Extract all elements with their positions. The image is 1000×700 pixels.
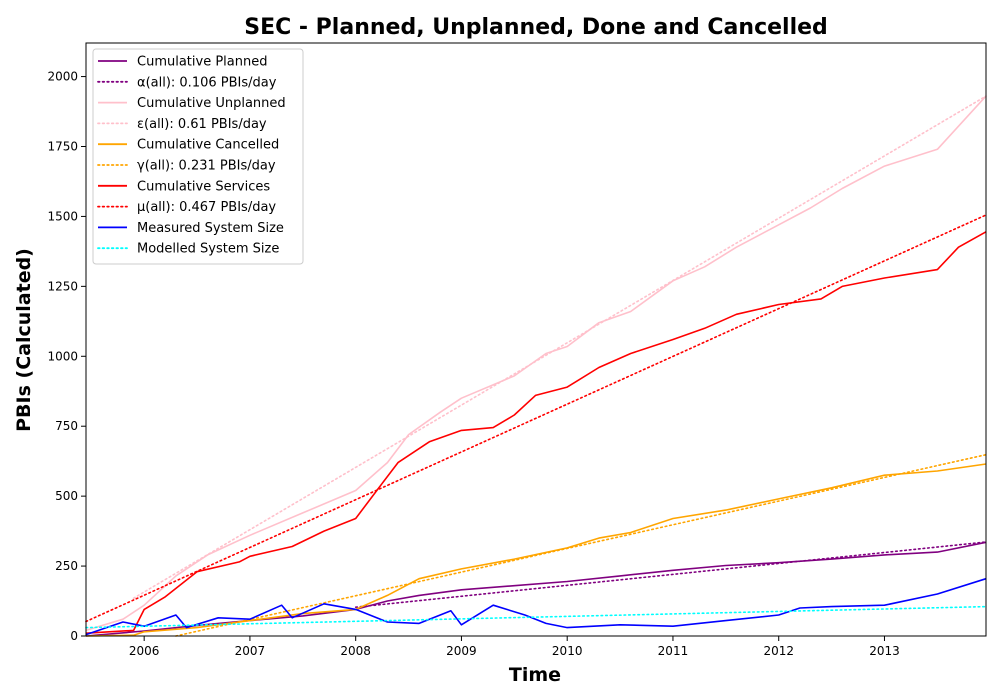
x-tick-label-2010: 2010	[552, 644, 583, 658]
legend-label-5: Cumulative Cancelled	[137, 138, 279, 153]
x-tick-label-2011: 2011	[658, 644, 689, 658]
y-tick-label-1250: 1250	[47, 279, 78, 293]
legend: Cumulative Planned α(all): 0.106 PBIs/day…	[92, 48, 304, 265]
y-axis-ticks: 0 250 500 750 1000 1250 1500 1750 2000	[47, 70, 86, 643]
legend-label-8: μ(all): 0.467 PBIs/day	[137, 200, 276, 215]
series-line-8-all-0-467-pbis-day	[85, 214, 987, 623]
legend-label-9: Measured System Size	[137, 221, 284, 236]
y-tick-label-2000: 2000	[47, 70, 78, 84]
legend-label-2: α(all): 0.106 PBIs/day	[137, 75, 277, 90]
y-tick-label-250: 250	[55, 559, 78, 573]
legend-label-1: Cumulative Planned	[137, 55, 267, 70]
x-tick-label-2009: 2009	[446, 644, 477, 658]
legend-label-10: Modelled System Size	[137, 242, 279, 257]
legend-label-3: Cumulative Unplanned	[137, 96, 286, 111]
legend-box	[92, 48, 304, 265]
y-tick-label-500: 500	[55, 489, 78, 503]
x-axis-label: Time	[509, 664, 561, 686]
legend-label-7: Cumulative Services	[137, 179, 270, 194]
series-line-10-modelled-system-size	[85, 605, 987, 629]
series-line-7-cumulative-services	[85, 231, 987, 634]
x-tick-label-2012: 2012	[763, 644, 794, 658]
series-line-4-all-0-61-pbis-day	[132, 95, 987, 600]
y-tick-label-750: 750	[55, 419, 78, 433]
chart-title: SEC - Planned, Unplanned, Done and Cance…	[244, 15, 828, 40]
y-tick-label-1750: 1750	[47, 139, 78, 153]
series-line-2-all-0-106-pbis-day	[354, 541, 987, 609]
y-tick-label-1000: 1000	[47, 349, 78, 363]
x-tick-label-2006: 2006	[129, 644, 160, 658]
x-axis-ticks: 2006 2007 2008 2009 2010 2011 2012 2013	[129, 636, 900, 658]
legend-label-6: γ(all): 0.231 PBIs/day	[137, 159, 276, 174]
x-tick-label-2007: 2007	[235, 644, 266, 658]
legend-label-4: ε(all): 0.61 PBIs/day	[137, 117, 267, 132]
x-tick-label-2013: 2013	[869, 644, 900, 658]
x-tick-label-2008: 2008	[340, 644, 371, 658]
y-tick-label-0: 0	[70, 629, 78, 643]
series-line-6-all-0-231-pbis-day	[175, 453, 987, 637]
y-axis-label: PBIs (Calculated)	[13, 248, 35, 432]
y-tick-label-1500: 1500	[47, 209, 78, 223]
plot-series	[85, 95, 987, 637]
plot-frame	[85, 42, 987, 637]
